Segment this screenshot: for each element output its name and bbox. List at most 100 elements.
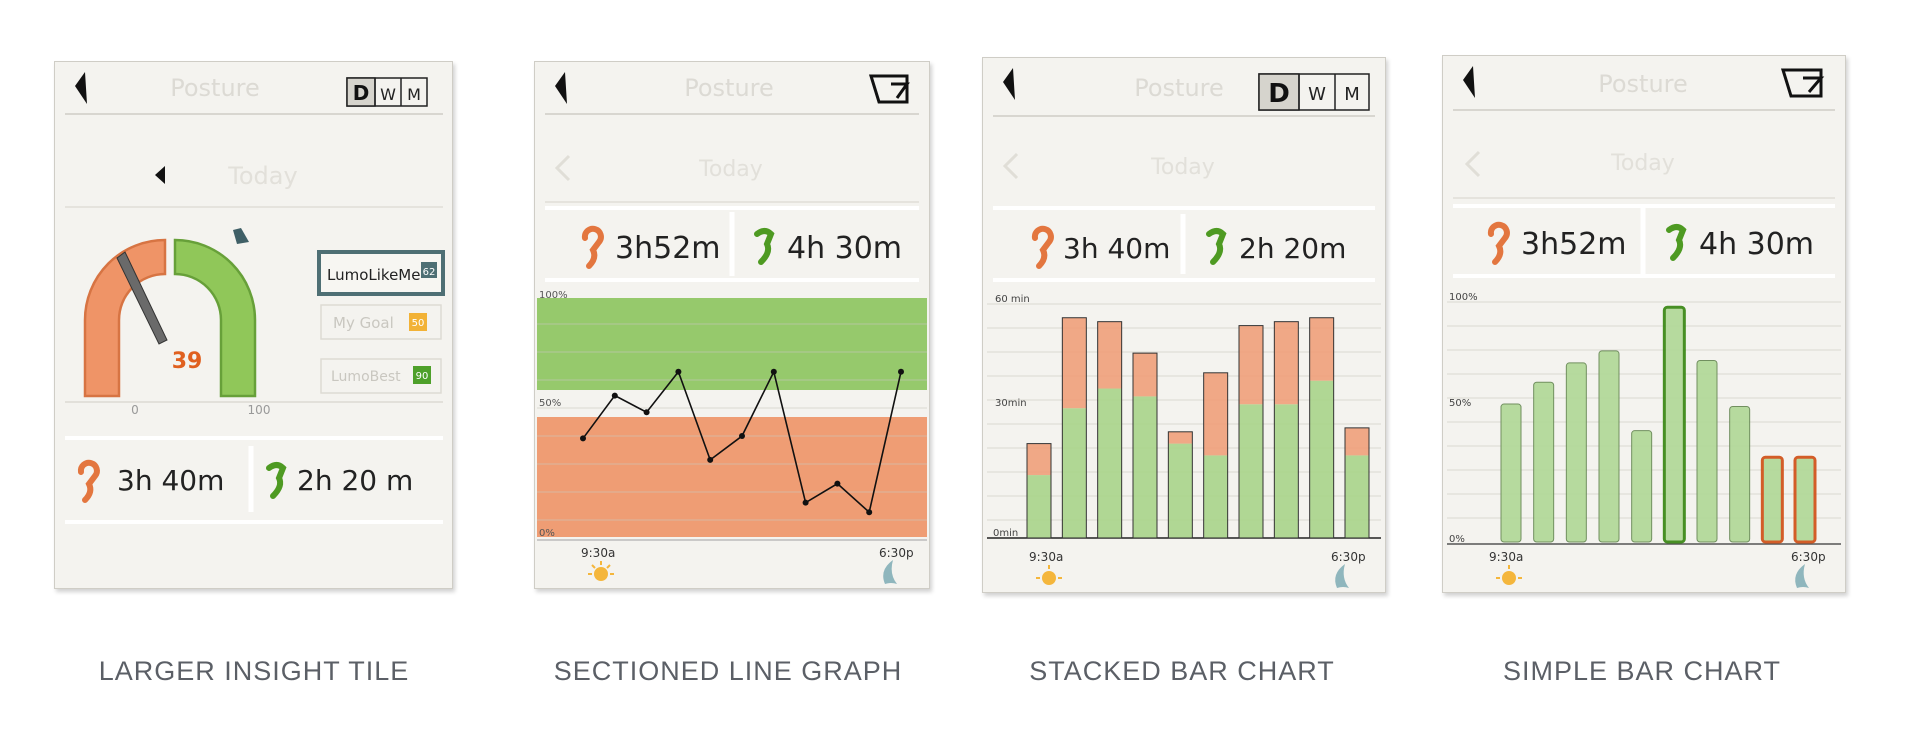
stacked-bar-good [1309,380,1334,538]
y-tick: 30min [995,398,1027,409]
good-posture-icon [754,228,775,265]
period-toggle[interactable]: D W M [346,77,428,107]
good-posture-time: 4h 30m [787,231,902,266]
caption-insight-tile: LARGER INSIGHT TILE [98,656,410,686]
simple-bar [1793,455,1817,544]
time-end-label: 6:30p [1791,550,1826,564]
line-point [802,499,809,506]
line-point [770,368,777,375]
good-posture-time: 4h 30m [1699,227,1814,262]
stacked-bar-bad [1274,321,1299,405]
leaderboard-label: LumoBest [331,369,401,385]
date-label: Today [227,162,297,190]
line-point [611,392,618,399]
line-graph-canvas: Posture Today 3h52m 4h 30m 100% 50% 0% 9… [537,72,927,584]
gauge-min-label: 0 [131,403,139,417]
sun-icon [588,561,614,581]
bad-posture-icon [1031,225,1054,269]
stacked-bar-bad [1309,317,1334,381]
gauge-good-arc [173,238,257,398]
leaderboard-score: 62 [423,267,436,278]
stacked-bar-outline [1061,317,1087,539]
period-week[interactable]: W [1308,84,1326,105]
bad-posture-time: 3h52m [1521,227,1627,262]
caption-line-graph: SECTIONED LINE GRAPH [553,656,903,686]
stacked-bar-good [1133,396,1157,538]
simple-bar [1662,305,1686,544]
line-graph-panel: Posture Today 3h52m 4h 30m 100% 50% 0% 9… [534,61,930,589]
bad-posture-time: 3h 40m [1063,232,1170,265]
line-point [643,409,650,416]
leaderboard-label: LumoLikeMe [327,266,420,284]
stacked-bar-outline [1132,352,1158,539]
time-start-label: 9:30a [1029,550,1063,564]
insight-tile-panel: Posture D W M Today 39 0 100 LumoLikeMe … [54,61,453,589]
simple-bar-canvas: Posture Today 3h52m 4h 30m 100% 50% 0% 9… [1447,66,1841,588]
moon-icon [1795,564,1809,588]
share-icon[interactable] [868,74,910,104]
leaderboard-score: 90 [416,371,429,382]
stacked-bar-good [1203,455,1228,538]
bad-posture-icon [581,225,604,269]
line-point [580,435,586,442]
stacked-bar-outline [1026,443,1052,539]
previous-day-icon[interactable] [1464,150,1481,178]
caption-simple-bar: SIMPLE BAR CHART [1502,656,1782,686]
stacked-bar-good [1168,443,1193,538]
time-end-label: 6:30p [879,546,914,560]
back-icon[interactable] [1003,68,1015,100]
sun-icon [1496,565,1522,585]
previous-day-icon[interactable] [554,154,571,182]
stacked-bar-bad [1345,427,1369,456]
moon-icon [883,560,897,584]
leaderboard-item-lumobest[interactable]: LumoBest 90 [320,358,442,394]
previous-day-icon[interactable] [155,166,165,184]
period-toggle[interactable]: D W M [1258,73,1370,111]
simple-bar [1598,350,1620,543]
stacked-bar-outline [1097,321,1123,539]
stacked-bar-good [1097,388,1122,538]
back-icon[interactable] [555,72,567,104]
gauge-bad-arc [83,238,167,398]
caption-stacked-bar: STACKED BAR CHART [1029,656,1335,686]
good-posture-icon [1206,228,1227,265]
page-title: Posture [170,74,260,102]
simple-bar [1565,362,1587,543]
good-posture-icon [1666,224,1687,261]
sun-icon [1036,565,1062,585]
simple-bar [1760,455,1784,544]
moon-icon [1335,564,1349,588]
back-icon[interactable] [75,72,87,104]
good-posture-time: 2h 20 m [297,464,413,497]
stacked-bar-panel: Posture D W M Today 3h 40m 2h 20m 60 min [982,57,1386,593]
period-day[interactable]: D [353,81,370,105]
good-zone-band [537,298,927,390]
leaderboard-item-lumolikeme[interactable]: LumoLikeMe 62 [317,250,445,296]
simple-bar [1500,403,1522,543]
time-start-label: 9:30a [1489,550,1523,564]
period-day[interactable]: D [1268,79,1290,109]
leaderboard-item-my-goal[interactable]: My Goal 50 [320,304,442,340]
period-week[interactable]: W [380,85,396,104]
back-icon[interactable] [1463,66,1475,98]
previous-day-icon[interactable] [1002,152,1019,180]
line-point [707,456,714,463]
gauge-needle [116,251,168,345]
line-point [739,433,745,440]
stacked-bar-outline [1203,372,1229,539]
simple-bars [1500,305,1817,544]
line-point [898,368,904,375]
good-posture-icon [266,462,287,499]
share-icon[interactable] [1780,68,1825,98]
stacked-bar-canvas: Posture D W M Today 3h 40m 2h 20m 60 min [987,68,1381,588]
stacked-bar-good [1345,455,1369,538]
bad-posture-icon [1487,221,1510,265]
simple-bar [1696,360,1718,543]
gauge-value: 39 [172,349,203,374]
stacked-bar-outline [1344,427,1370,539]
y-tick: 0min [993,528,1018,539]
line-series [580,368,904,516]
period-month[interactable]: M [1344,84,1360,105]
stacked-bar-outline [1273,321,1299,539]
period-month[interactable]: M [407,85,421,104]
